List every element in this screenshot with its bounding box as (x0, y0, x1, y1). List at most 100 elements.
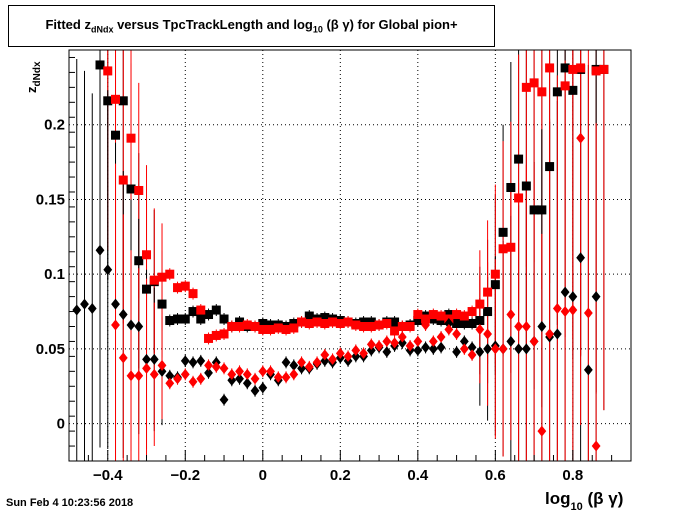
data-point-square (382, 319, 392, 329)
data-point-diamond (320, 355, 330, 367)
data-point-square (219, 314, 229, 324)
data-point-square (173, 283, 183, 293)
data-point-diamond (421, 341, 430, 353)
data-point-diamond (498, 343, 508, 355)
data-point-diamond (390, 337, 399, 349)
data-point-square (506, 182, 516, 192)
data-point-square (328, 317, 338, 327)
data-point-square (483, 287, 493, 297)
x-tick-label: 0.4 (407, 467, 429, 484)
data-point-square (537, 205, 547, 215)
data-point-square (149, 275, 159, 285)
data-point-diamond (95, 244, 105, 256)
data-point-diamond (157, 359, 167, 371)
data-point-diamond (436, 331, 446, 343)
data-point-square (413, 316, 423, 326)
axes: −0.4 −0.2 0 0.2 0.4 0.6 0.8 0 0.05 0.1 0.15 0.2 (36, 56, 632, 484)
data-point-diamond (266, 365, 275, 377)
data-point-square (304, 319, 314, 329)
data-point-diamond (475, 323, 485, 335)
x-tick-label: 0.8 (562, 467, 583, 484)
data-point-square (211, 305, 221, 315)
data-point-diamond (134, 370, 144, 382)
data-point-diamond (289, 368, 299, 380)
data-point-diamond (459, 335, 469, 347)
data-point-square (545, 162, 555, 172)
data-point-square (111, 94, 121, 104)
chart-title-box: Fitted zdNdx versus TpcTrackLength and l… (8, 5, 495, 47)
data-point-diamond (444, 323, 454, 335)
data-point-square (397, 321, 407, 331)
data-point-square (188, 289, 198, 299)
data-point-diamond (444, 318, 454, 330)
data-point-square (351, 320, 361, 330)
data-point-square (196, 314, 206, 324)
data-point-square (95, 60, 105, 70)
data-point-diamond (397, 337, 407, 349)
data-point-diamond (421, 319, 430, 331)
data-point-diamond (335, 347, 345, 359)
data-point-diamond (560, 306, 570, 318)
data-point-diamond (258, 365, 268, 377)
data-point-diamond (157, 365, 167, 377)
data-point-square (459, 311, 469, 321)
data-point-diamond (258, 382, 268, 394)
data-point-diamond (165, 377, 175, 389)
data-point-diamond (583, 307, 593, 319)
data-point-diamond (506, 309, 516, 321)
data-point-diamond (583, 364, 593, 376)
data-point-diamond (242, 368, 252, 380)
data-point-diamond (250, 373, 260, 385)
data-point-diamond (227, 374, 237, 386)
x-tick-label: 0.6 (485, 467, 506, 484)
data-point-diamond (297, 362, 306, 374)
grid-lines (69, 50, 631, 461)
data-point-diamond (506, 335, 516, 347)
data-point-diamond (180, 368, 190, 380)
data-point-square (103, 66, 113, 76)
data-point-square (157, 299, 167, 309)
data-point-square (103, 96, 113, 106)
data-point-diamond (351, 350, 361, 362)
data-point-square (235, 321, 245, 331)
data-point-diamond (204, 359, 213, 371)
data-point-diamond (180, 355, 190, 367)
data-point-square (506, 242, 516, 252)
data-point-square (126, 184, 136, 194)
data-point-square (428, 310, 438, 320)
data-point-diamond (552, 303, 562, 315)
data-point-square (173, 314, 183, 324)
data-point-diamond (165, 370, 175, 382)
data-point-square (366, 321, 376, 331)
data-point-diamond (483, 328, 492, 340)
data-point-diamond (591, 291, 601, 303)
data-point-square (483, 307, 493, 317)
data-point-diamond (343, 350, 353, 362)
data-point-square (180, 281, 190, 291)
data-point-square (475, 316, 485, 326)
data-point-diamond (576, 132, 586, 144)
data-point-diamond (405, 340, 415, 352)
data-point-diamond (134, 320, 144, 332)
data-point-diamond (235, 373, 244, 385)
data-point-diamond (281, 371, 291, 383)
data-point-diamond (219, 394, 229, 406)
data-point-diamond (111, 319, 120, 331)
data-point-diamond (514, 320, 523, 332)
x-tick-label: −0.2 (170, 467, 200, 484)
data-point-diamond (118, 309, 128, 321)
data-point-square (126, 133, 136, 143)
data-point-square (552, 87, 562, 97)
data-point-diamond (72, 304, 82, 316)
data-point-square (304, 311, 314, 321)
data-point-square (498, 227, 508, 237)
data-point-diamond (142, 353, 151, 365)
data-point-square (514, 193, 524, 203)
data-point-diamond (242, 377, 252, 389)
data-point-diamond (149, 353, 159, 365)
data-point-diamond (219, 362, 229, 374)
data-point-square (188, 307, 198, 317)
data-point-diamond (537, 425, 547, 437)
y-axis-label: zdNdx (24, 61, 43, 93)
